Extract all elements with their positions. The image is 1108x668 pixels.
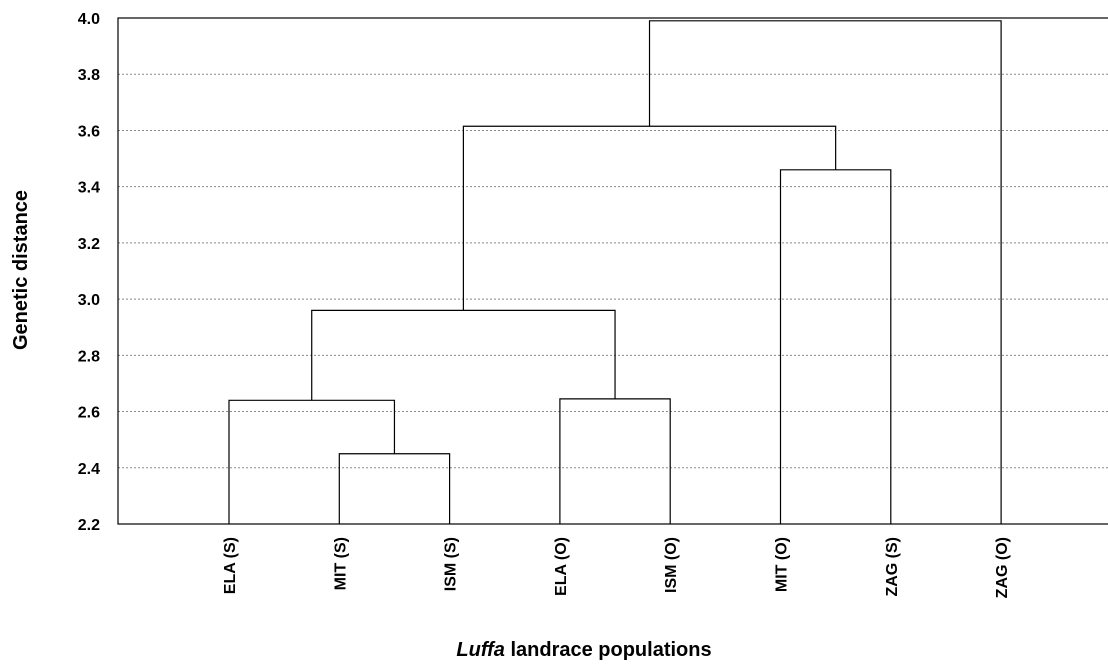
leaf-label: ISM (S)	[443, 537, 460, 591]
gridlines	[118, 73, 1108, 469]
leaf-label: ZAG (O)	[994, 537, 1011, 598]
dendrogram-link	[559, 398, 671, 524]
leaf-label: ZAG (S)	[884, 537, 901, 597]
y-axis-title: Genetic distance	[10, 190, 32, 350]
dendrogram-link	[462, 125, 837, 311]
dendrogram-link	[779, 169, 892, 524]
dendrogram-link	[311, 309, 616, 401]
y-tick-label: 3.4	[78, 180, 100, 197]
x-axis-title-italic: Luffa	[456, 639, 505, 661]
y-tick-label: 4.0	[78, 11, 100, 28]
y-tick-label: 3.0	[78, 292, 100, 309]
y-tick-label: 2.8	[78, 348, 100, 365]
y-tick-label: 3.8	[78, 67, 100, 84]
leaf-label: ISM (O)	[663, 537, 680, 593]
x-axis-title-rest: landrace populations	[505, 639, 712, 661]
dendrogram-links	[228, 20, 1002, 524]
dendrogram-link	[228, 399, 396, 524]
plot-frame	[117, 17, 1108, 525]
leaf-labels: ELA (S) MIT (S) ISM (S) ELA (O) ISM (O) MIT (…	[222, 537, 1011, 598]
dendrogram-link	[338, 453, 451, 524]
leaf-label: ELA (O)	[553, 537, 570, 596]
leaf-label: ELA (S)	[222, 537, 239, 594]
dendrogram-link	[648, 20, 1002, 524]
leaf-label: MIT (O)	[774, 537, 791, 592]
y-tick-label: 2.4	[78, 461, 100, 478]
y-tick-label: 3.6	[78, 123, 100, 140]
y-axis-ticks: 2.2 2.4 2.6 2.8 3.0 3.2 3.4 3.6 3.8 4.0	[78, 11, 100, 534]
leaf-label: MIT (S)	[332, 537, 349, 590]
y-tick-label: 2.2	[78, 517, 100, 534]
y-tick-label: 2.6	[78, 405, 100, 422]
y-tick-label: 3.2	[78, 236, 100, 253]
x-axis-title: Luffa landrace populations	[456, 639, 711, 661]
